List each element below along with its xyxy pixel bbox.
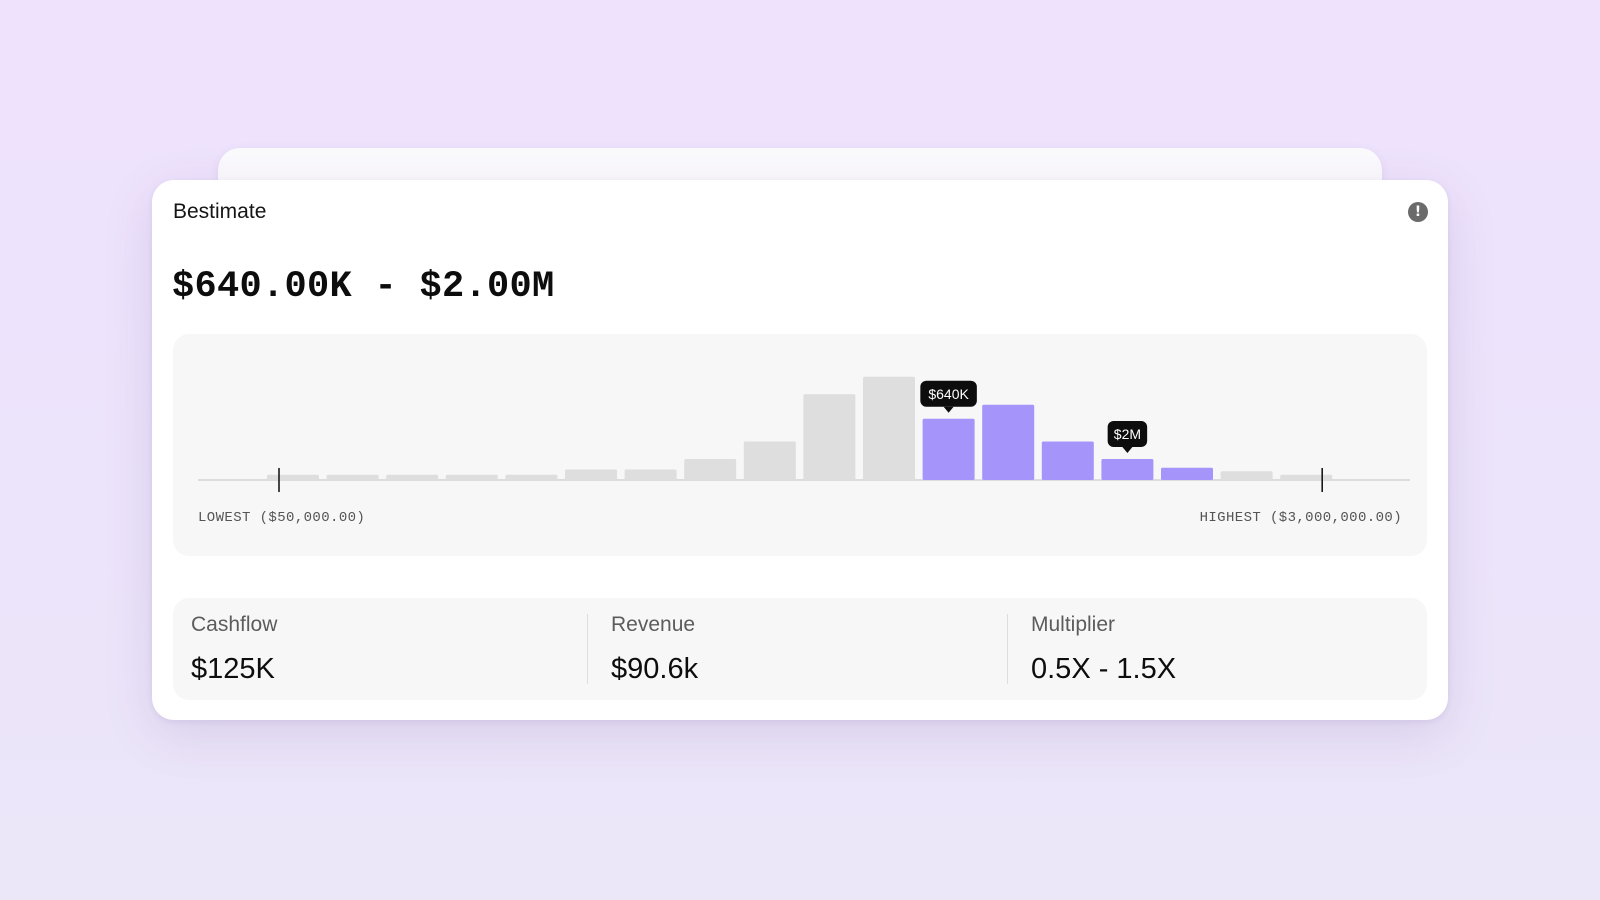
stat-label: Cashflow	[191, 613, 278, 636]
histogram-bar	[1161, 467, 1213, 480]
histogram-bar	[505, 474, 558, 480]
histogram-bar	[326, 474, 379, 480]
bestimate-card: Bestimate ! $640.00K - $2.00M $640K $2M L…	[152, 180, 1448, 720]
lowest-label: LOWEST ($50,000.00)	[198, 510, 366, 526]
histogram-bar	[922, 418, 975, 480]
estimate-range: $640.00K - $2.00M	[172, 266, 555, 308]
histogram-bar	[386, 474, 439, 480]
distribution-chart: $640K $2M LOWEST ($50,000.00) HIGHEST ($3…	[173, 334, 1427, 556]
distribution-chart-svg: $640K $2M	[198, 376, 1410, 492]
stat-value: $90.6k	[611, 653, 699, 685]
card-title: Bestimate	[173, 200, 267, 223]
histogram-bar	[684, 459, 737, 480]
stats-panel: Cashflow $125K Revenue $90.6k Multiplier…	[173, 598, 1427, 700]
histogram-bar	[863, 376, 915, 480]
stat-revenue: Revenue $90.6k	[587, 598, 1007, 700]
tooltip-pointer	[1122, 447, 1133, 453]
alert-circle-icon[interactable]: !	[1408, 202, 1428, 222]
histogram-bar	[565, 469, 617, 480]
histogram-bar	[445, 474, 498, 480]
stat-value: $125K	[191, 653, 275, 685]
histogram-bar	[267, 474, 319, 480]
stat-label: Revenue	[611, 613, 696, 636]
histogram-bar	[803, 394, 856, 480]
stat-value: 0.5X - 1.5X	[1031, 653, 1177, 685]
tooltip-label: $2M	[1114, 426, 1141, 442]
tooltip-label: $640K	[928, 386, 969, 402]
histogram-bar	[1220, 471, 1273, 480]
tooltip-pointer	[943, 406, 954, 413]
histogram-bar	[1280, 474, 1333, 480]
stat-multiplier: Multiplier 0.5X - 1.5X	[1007, 598, 1427, 700]
histogram-bar	[743, 441, 796, 480]
stat-cashflow: Cashflow $125K	[173, 598, 587, 700]
histogram-bar	[1041, 441, 1094, 480]
tooltip-bubble	[920, 380, 977, 407]
tooltip-bubble	[1107, 421, 1148, 447]
histogram-bar	[1101, 459, 1154, 480]
highest-label: HIGHEST ($3,000,000.00)	[1199, 510, 1402, 526]
histogram-bar	[982, 404, 1035, 480]
value-tooltip: $640K	[920, 380, 977, 413]
stat-label: Multiplier	[1031, 613, 1116, 636]
value-tooltip: $2M	[1107, 421, 1148, 453]
histogram-bar	[624, 469, 677, 480]
